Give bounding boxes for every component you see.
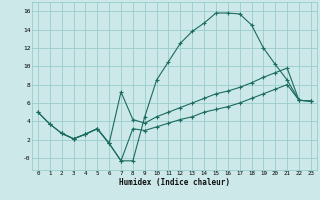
X-axis label: Humidex (Indice chaleur): Humidex (Indice chaleur) xyxy=(119,178,230,187)
